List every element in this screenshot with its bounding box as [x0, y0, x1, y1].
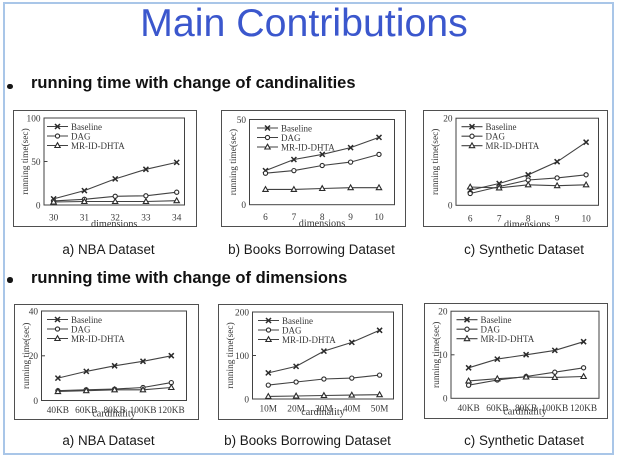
svg-text:DAG: DAG	[71, 324, 91, 334]
svg-text:7: 7	[497, 214, 502, 224]
svg-text:32: 32	[111, 214, 121, 224]
svg-text:running time(sec): running time(sec)	[228, 129, 239, 195]
svg-text:MR-ID-DHTA: MR-ID-DHTA	[481, 334, 535, 344]
svg-text:cardinality: cardinality	[503, 406, 547, 417]
svg-text:0: 0	[241, 201, 246, 211]
svg-text:10M: 10M	[260, 405, 278, 415]
svg-text:0: 0	[448, 202, 453, 212]
svg-text:30M: 30M	[315, 405, 333, 415]
svg-text:Baseline: Baseline	[486, 122, 517, 132]
svg-text:100: 100	[235, 352, 249, 362]
svg-text:MR-ID-DHTA: MR-ID-DHTA	[486, 141, 540, 151]
svg-text:running time(sec): running time(sec)	[431, 322, 442, 388]
svg-text:Baseline: Baseline	[281, 123, 312, 133]
svg-text:20M: 20M	[287, 405, 305, 415]
svg-text:100: 100	[27, 114, 41, 124]
svg-text:7: 7	[291, 213, 296, 223]
svg-text:40: 40	[29, 307, 39, 317]
svg-text:10: 10	[581, 214, 591, 224]
svg-text:DAG: DAG	[481, 325, 501, 335]
svg-text:running time(sec): running time(sec)	[20, 128, 31, 194]
svg-text:DAG: DAG	[71, 131, 91, 141]
svg-text:40KB: 40KB	[47, 406, 69, 416]
svg-text:MR-ID-DHTA: MR-ID-DHTA	[71, 141, 125, 151]
svg-text:DAG: DAG	[282, 325, 302, 335]
svg-text:120KB: 120KB	[570, 404, 597, 414]
svg-text:6: 6	[468, 214, 473, 224]
svg-text:50: 50	[236, 116, 246, 126]
svg-text:30: 30	[49, 214, 59, 224]
svg-text:0: 0	[36, 201, 41, 211]
svg-text:50M: 50M	[371, 405, 389, 415]
svg-text:running time(sec): running time(sec)	[225, 322, 236, 388]
svg-text:60KB: 60KB	[75, 406, 97, 416]
svg-text:6: 6	[263, 213, 268, 223]
svg-text:50: 50	[31, 158, 41, 168]
svg-text:dimensions: dimensions	[298, 219, 344, 227]
svg-text:80KB: 80KB	[515, 404, 537, 414]
svg-text:Baseline: Baseline	[71, 122, 102, 132]
svg-text:DAG: DAG	[281, 133, 301, 143]
svg-text:MR-ID-DHTA: MR-ID-DHTA	[281, 142, 335, 152]
svg-text:DAG: DAG	[486, 132, 506, 142]
svg-text:20: 20	[443, 115, 453, 125]
svg-text:9: 9	[555, 214, 560, 224]
svg-text:cardinality: cardinality	[301, 407, 345, 418]
svg-text:20: 20	[29, 352, 39, 362]
svg-text:40KB: 40KB	[457, 404, 479, 414]
svg-text:40M: 40M	[343, 405, 361, 415]
svg-text:80KB: 80KB	[103, 406, 125, 416]
svg-text:8: 8	[526, 214, 531, 224]
svg-text:MR-ID-DHTA: MR-ID-DHTA	[71, 334, 125, 344]
svg-text:0: 0	[33, 397, 38, 407]
svg-text:running time(sec): running time(sec)	[21, 323, 32, 389]
svg-text:dimensions: dimensions	[504, 219, 550, 227]
svg-text:0: 0	[443, 395, 448, 405]
svg-text:cardinality: cardinality	[92, 409, 136, 420]
svg-text:33: 33	[141, 214, 151, 224]
svg-text:Baseline: Baseline	[481, 315, 512, 325]
svg-text:9: 9	[348, 213, 353, 223]
svg-text:60KB: 60KB	[486, 404, 508, 414]
svg-text:8: 8	[319, 213, 324, 223]
svg-text:20: 20	[438, 308, 448, 318]
svg-text:120KB: 120KB	[158, 406, 185, 416]
svg-text:200: 200	[235, 308, 249, 318]
svg-text:dimensions: dimensions	[91, 219, 137, 227]
svg-text:Baseline: Baseline	[282, 316, 313, 326]
svg-text:10: 10	[374, 213, 384, 223]
svg-text:34: 34	[172, 214, 182, 224]
svg-text:10: 10	[438, 351, 448, 361]
svg-text:running time(sec): running time(sec)	[430, 129, 441, 195]
svg-text:31: 31	[80, 214, 90, 224]
svg-text:MR-ID-DHTA: MR-ID-DHTA	[282, 335, 336, 345]
svg-text:100KB: 100KB	[130, 406, 157, 416]
svg-text:Baseline: Baseline	[71, 315, 102, 325]
svg-text:0: 0	[244, 395, 249, 405]
svg-text:100KB: 100KB	[541, 404, 568, 414]
